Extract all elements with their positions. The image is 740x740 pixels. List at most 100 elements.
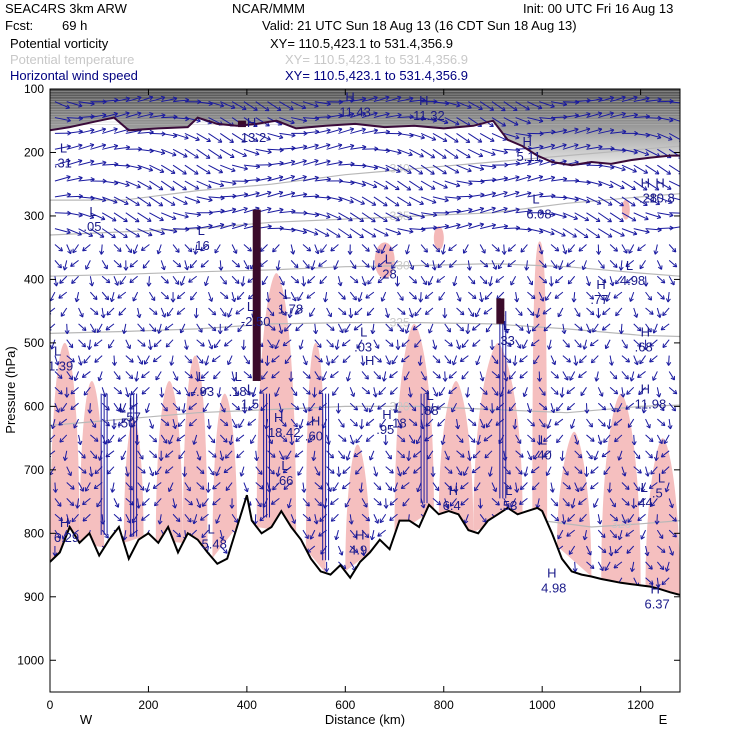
wind-vector-head	[88, 232, 94, 237]
wind-vector-head	[297, 296, 302, 302]
wind-vector-head	[609, 111, 614, 117]
wind-vector	[361, 228, 376, 238]
wind-vector-head	[656, 393, 662, 398]
wind-vector	[602, 323, 611, 331]
wind-vector-head	[164, 325, 170, 331]
wind-vector-head	[88, 472, 94, 477]
wind-vector-head	[478, 152, 484, 158]
wind-vector-head	[200, 342, 205, 347]
wind-vector	[78, 434, 82, 445]
wind-vector	[373, 180, 389, 190]
wind-vector-head	[178, 454, 183, 460]
wind-vector-head	[295, 437, 300, 443]
wind-vector-head	[597, 440, 603, 445]
wind-vector	[290, 418, 298, 428]
y-tick-label: 800	[24, 526, 44, 540]
wind-vector	[633, 196, 648, 206]
wind-vector	[609, 498, 616, 508]
wind-vector-head	[365, 263, 370, 268]
wind-vector-head	[516, 439, 522, 444]
wind-vector-head	[353, 422, 358, 427]
wind-vector-head	[654, 520, 660, 525]
wind-vector-head	[412, 325, 418, 331]
wind-vector-head	[608, 361, 614, 366]
wind-vector-head	[294, 310, 300, 315]
wind-vector	[219, 275, 227, 285]
wind-vector-head	[68, 343, 74, 349]
wind-vector	[520, 244, 528, 253]
wind-vector	[365, 434, 375, 442]
wind-vector	[302, 529, 309, 539]
wind-vector	[271, 498, 280, 505]
wind-vector	[94, 355, 103, 363]
wind-vector	[586, 98, 603, 103]
wind-vector-head	[331, 358, 336, 364]
wind-vector	[432, 148, 447, 159]
wind-vector	[420, 292, 422, 303]
wind-vector	[172, 132, 189, 139]
wind-vector	[137, 164, 153, 171]
wind-vector	[220, 180, 237, 185]
wind-vector-head	[146, 202, 152, 207]
wind-vector	[194, 244, 198, 255]
wind-vector	[456, 466, 463, 476]
wind-vector-head	[373, 95, 378, 101]
wind-vector	[344, 498, 351, 508]
wind-vector	[237, 323, 245, 333]
wind-vector-head	[152, 453, 158, 459]
field-xy-pv: XY= 110.5,423.1 to 531.4,356.9	[270, 36, 453, 51]
wind-vector-head	[211, 326, 217, 332]
wind-vector	[405, 323, 410, 334]
theta-contour-3	[50, 322, 680, 338]
extremum-marker-21: H	[382, 407, 391, 422]
wind-vector-head	[248, 406, 253, 411]
wind-vector	[627, 513, 635, 523]
wind-vector	[385, 482, 393, 491]
wind-vector-head	[456, 102, 461, 108]
x-tick-label: 0	[47, 698, 54, 712]
wind-vector	[669, 117, 680, 122]
wind-vector	[477, 434, 481, 445]
wind-vector	[160, 307, 166, 318]
wind-vector	[620, 260, 623, 271]
wind-vector-head	[172, 504, 178, 509]
wind-vector	[645, 98, 662, 103]
wind-vector-head	[578, 358, 584, 364]
wind-vector-head	[639, 359, 644, 365]
wind-vector	[467, 323, 469, 334]
wind-vector	[172, 386, 181, 395]
wind-vector-head	[493, 359, 499, 365]
wind-vector	[574, 180, 591, 184]
wind-vector-head	[422, 280, 427, 286]
wind-vector-head	[519, 500, 524, 505]
wind-vector-head	[478, 105, 483, 111]
wind-vector-head	[633, 112, 638, 118]
wind-vector-head	[623, 249, 628, 254]
wind-vector-head	[205, 154, 211, 159]
extremum-marker-2: L	[247, 299, 254, 314]
wind-vector	[137, 131, 154, 134]
field-xy-theta: XY= 110.5,423.1 to 531.4,356.9	[285, 52, 468, 67]
theta-contour-label-2: 330	[390, 258, 410, 272]
x-tick-label: 1000	[529, 698, 556, 712]
wind-vector	[176, 434, 186, 442]
wind-vector	[393, 482, 398, 493]
wind-vector	[349, 291, 357, 301]
wind-vector-head	[117, 247, 122, 253]
wind-vector-head	[644, 551, 650, 557]
wind-vector-head	[476, 440, 482, 446]
wind-vector-head	[93, 484, 99, 490]
wind-vector-head	[471, 294, 477, 300]
wind-vector-head	[528, 280, 533, 286]
wind-vector-head	[436, 278, 441, 283]
wind-vector-head	[70, 358, 75, 363]
wind-vector	[227, 355, 233, 365]
extremum-value-7: .77	[590, 292, 608, 307]
wind-vector	[54, 482, 57, 493]
wind-vector-head	[163, 407, 168, 412]
wind-vector	[432, 244, 441, 253]
wind-vector	[326, 228, 341, 238]
wind-vector-head	[222, 280, 227, 285]
wind-vector	[361, 212, 376, 223]
wind-vector	[290, 402, 300, 411]
